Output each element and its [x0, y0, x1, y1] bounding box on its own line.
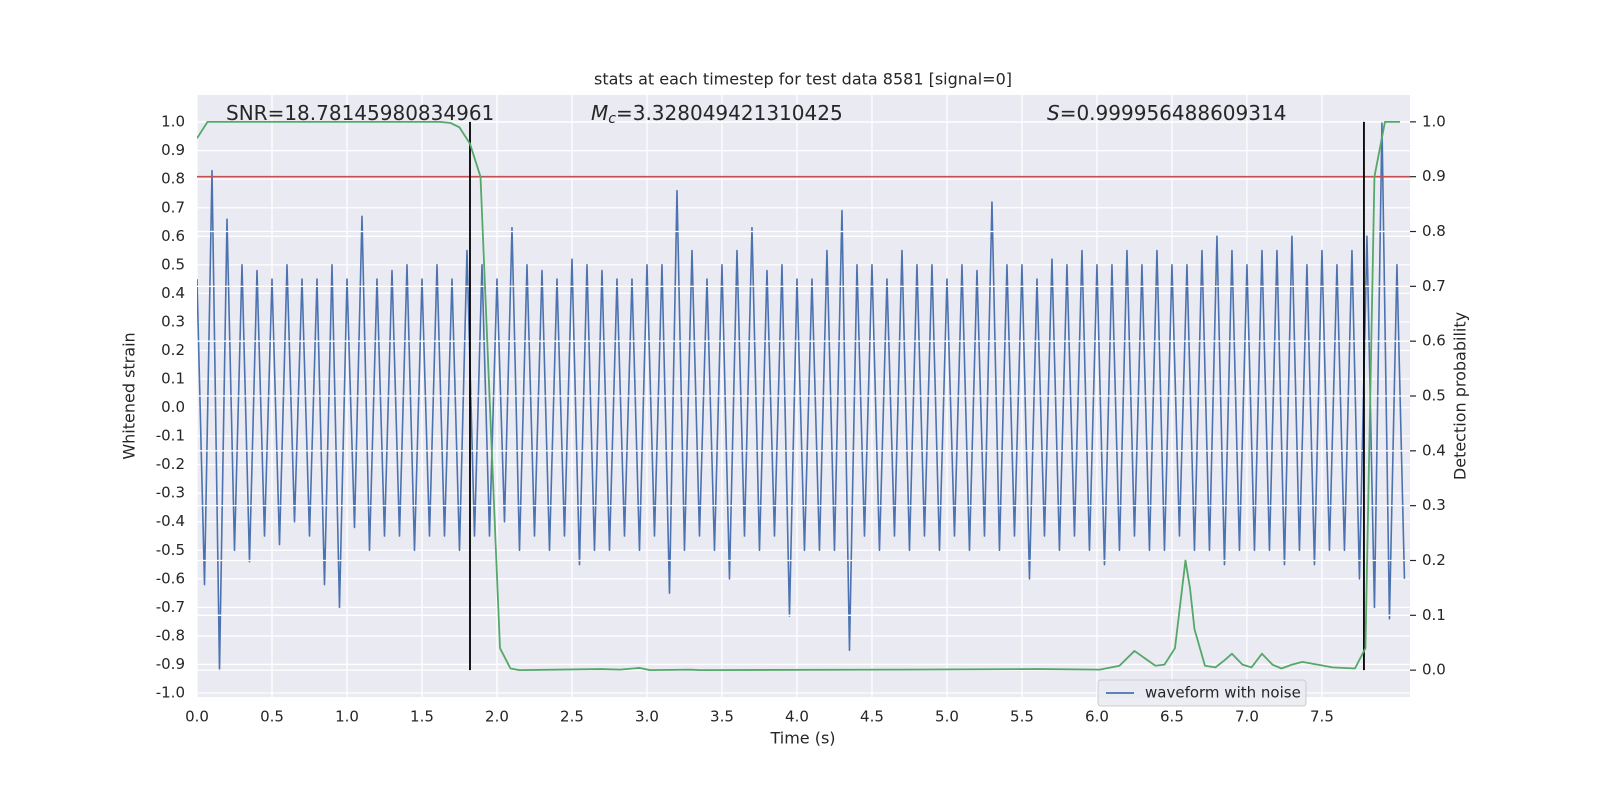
- x-tick-label: 4.5: [860, 708, 884, 726]
- y-tick-label: -0.3: [156, 484, 185, 502]
- y-tick-label: -0.6: [156, 569, 185, 587]
- x-tick-label: 7.0: [1235, 708, 1259, 726]
- annotation-symbol: S: [1047, 101, 1060, 125]
- y-tick-label: 0.2: [161, 341, 185, 359]
- x-tick-label: 0.0: [185, 708, 209, 726]
- y-tick-label: 0.8: [161, 170, 185, 188]
- y-tick-label: 0.0: [161, 398, 185, 416]
- y-tick-label: 0.1: [161, 370, 185, 388]
- x-tick-label: 0.5: [260, 708, 284, 726]
- y2-tick-label: 1.0: [1422, 112, 1446, 130]
- y2-tick-label: 0.0: [1422, 661, 1446, 679]
- legend-label: waveform with noise: [1145, 684, 1301, 702]
- y-tick-label: -0.1: [156, 427, 185, 445]
- x-tick-label: 4.0: [785, 708, 809, 726]
- y-tick-label: -0.2: [156, 455, 185, 473]
- x-tick-label: 3.5: [710, 708, 734, 726]
- y-tick-label: 0.3: [161, 312, 185, 330]
- y2-axis-label: Detection probability: [1451, 312, 1470, 480]
- annotation-symbol: M: [591, 101, 608, 125]
- data-line: [197, 121, 1406, 671]
- x-tick-label: 1.5: [410, 708, 434, 726]
- y2-tick-label: 0.9: [1422, 167, 1446, 185]
- y-tick-label: 1.0: [161, 113, 185, 131]
- x-tick-label: 2.0: [485, 708, 509, 726]
- y2-tick-label: 0.6: [1422, 332, 1446, 350]
- y2-tick-label: 0.1: [1422, 606, 1446, 624]
- y2-tick-label: 0.7: [1422, 277, 1446, 295]
- y-tick-label: -0.9: [156, 655, 185, 673]
- y-tick-label: 0.6: [161, 227, 185, 245]
- x-axis-label: Time (s): [769, 729, 835, 748]
- y2-tick-label: 0.3: [1422, 496, 1446, 514]
- plot-area: [197, 95, 1410, 697]
- annotation-value: =3.328049421310425: [616, 101, 843, 125]
- y-tick-label: 0.7: [161, 198, 185, 216]
- y-tick-label: -1.0: [156, 684, 185, 702]
- annotation: Mc=3.328049421310425: [591, 101, 843, 128]
- y-tick-label: -0.5: [156, 541, 185, 559]
- legend-box: [1097, 679, 1307, 707]
- y-tick-label: -0.7: [156, 598, 185, 616]
- y2-tick-label: 0.2: [1422, 551, 1446, 569]
- data-line: [197, 120, 1400, 672]
- annotation-value: =0.999956488609314: [1060, 101, 1287, 125]
- y-tick-label: -0.4: [156, 512, 185, 530]
- y-tick-label: 0.5: [161, 255, 185, 273]
- x-tick-label: 5.5: [1010, 708, 1034, 726]
- annotation: SNR=18.78145980834961: [226, 101, 494, 125]
- annotation: S=0.999956488609314: [1047, 101, 1286, 125]
- x-tick-label: 6.0: [1085, 708, 1109, 726]
- x-tick-label: 6.5: [1160, 708, 1184, 726]
- chart-title: stats at each timestep for test data 858…: [594, 70, 1012, 89]
- y-tick-label: -0.8: [156, 626, 185, 644]
- annotation-value: =18.78145980834961: [268, 101, 495, 125]
- y-tick-label: 0.4: [161, 284, 185, 302]
- annotation-subscript: c: [608, 111, 616, 127]
- x-tick-label: 1.0: [335, 708, 359, 726]
- x-tick-label: 5.0: [935, 708, 959, 726]
- y-axis-label: Whitened strain: [120, 332, 139, 459]
- x-tick-label: 2.5: [560, 708, 584, 726]
- y2-tick-label: 0.4: [1422, 441, 1446, 459]
- y-tick-label: 0.9: [161, 141, 185, 159]
- y2-tick-label: 0.5: [1422, 387, 1446, 405]
- annotation-symbol: SNR: [226, 101, 268, 125]
- y2-tick-label: 0.8: [1422, 222, 1446, 240]
- x-tick-label: 7.5: [1310, 708, 1334, 726]
- x-tick-label: 3.0: [635, 708, 659, 726]
